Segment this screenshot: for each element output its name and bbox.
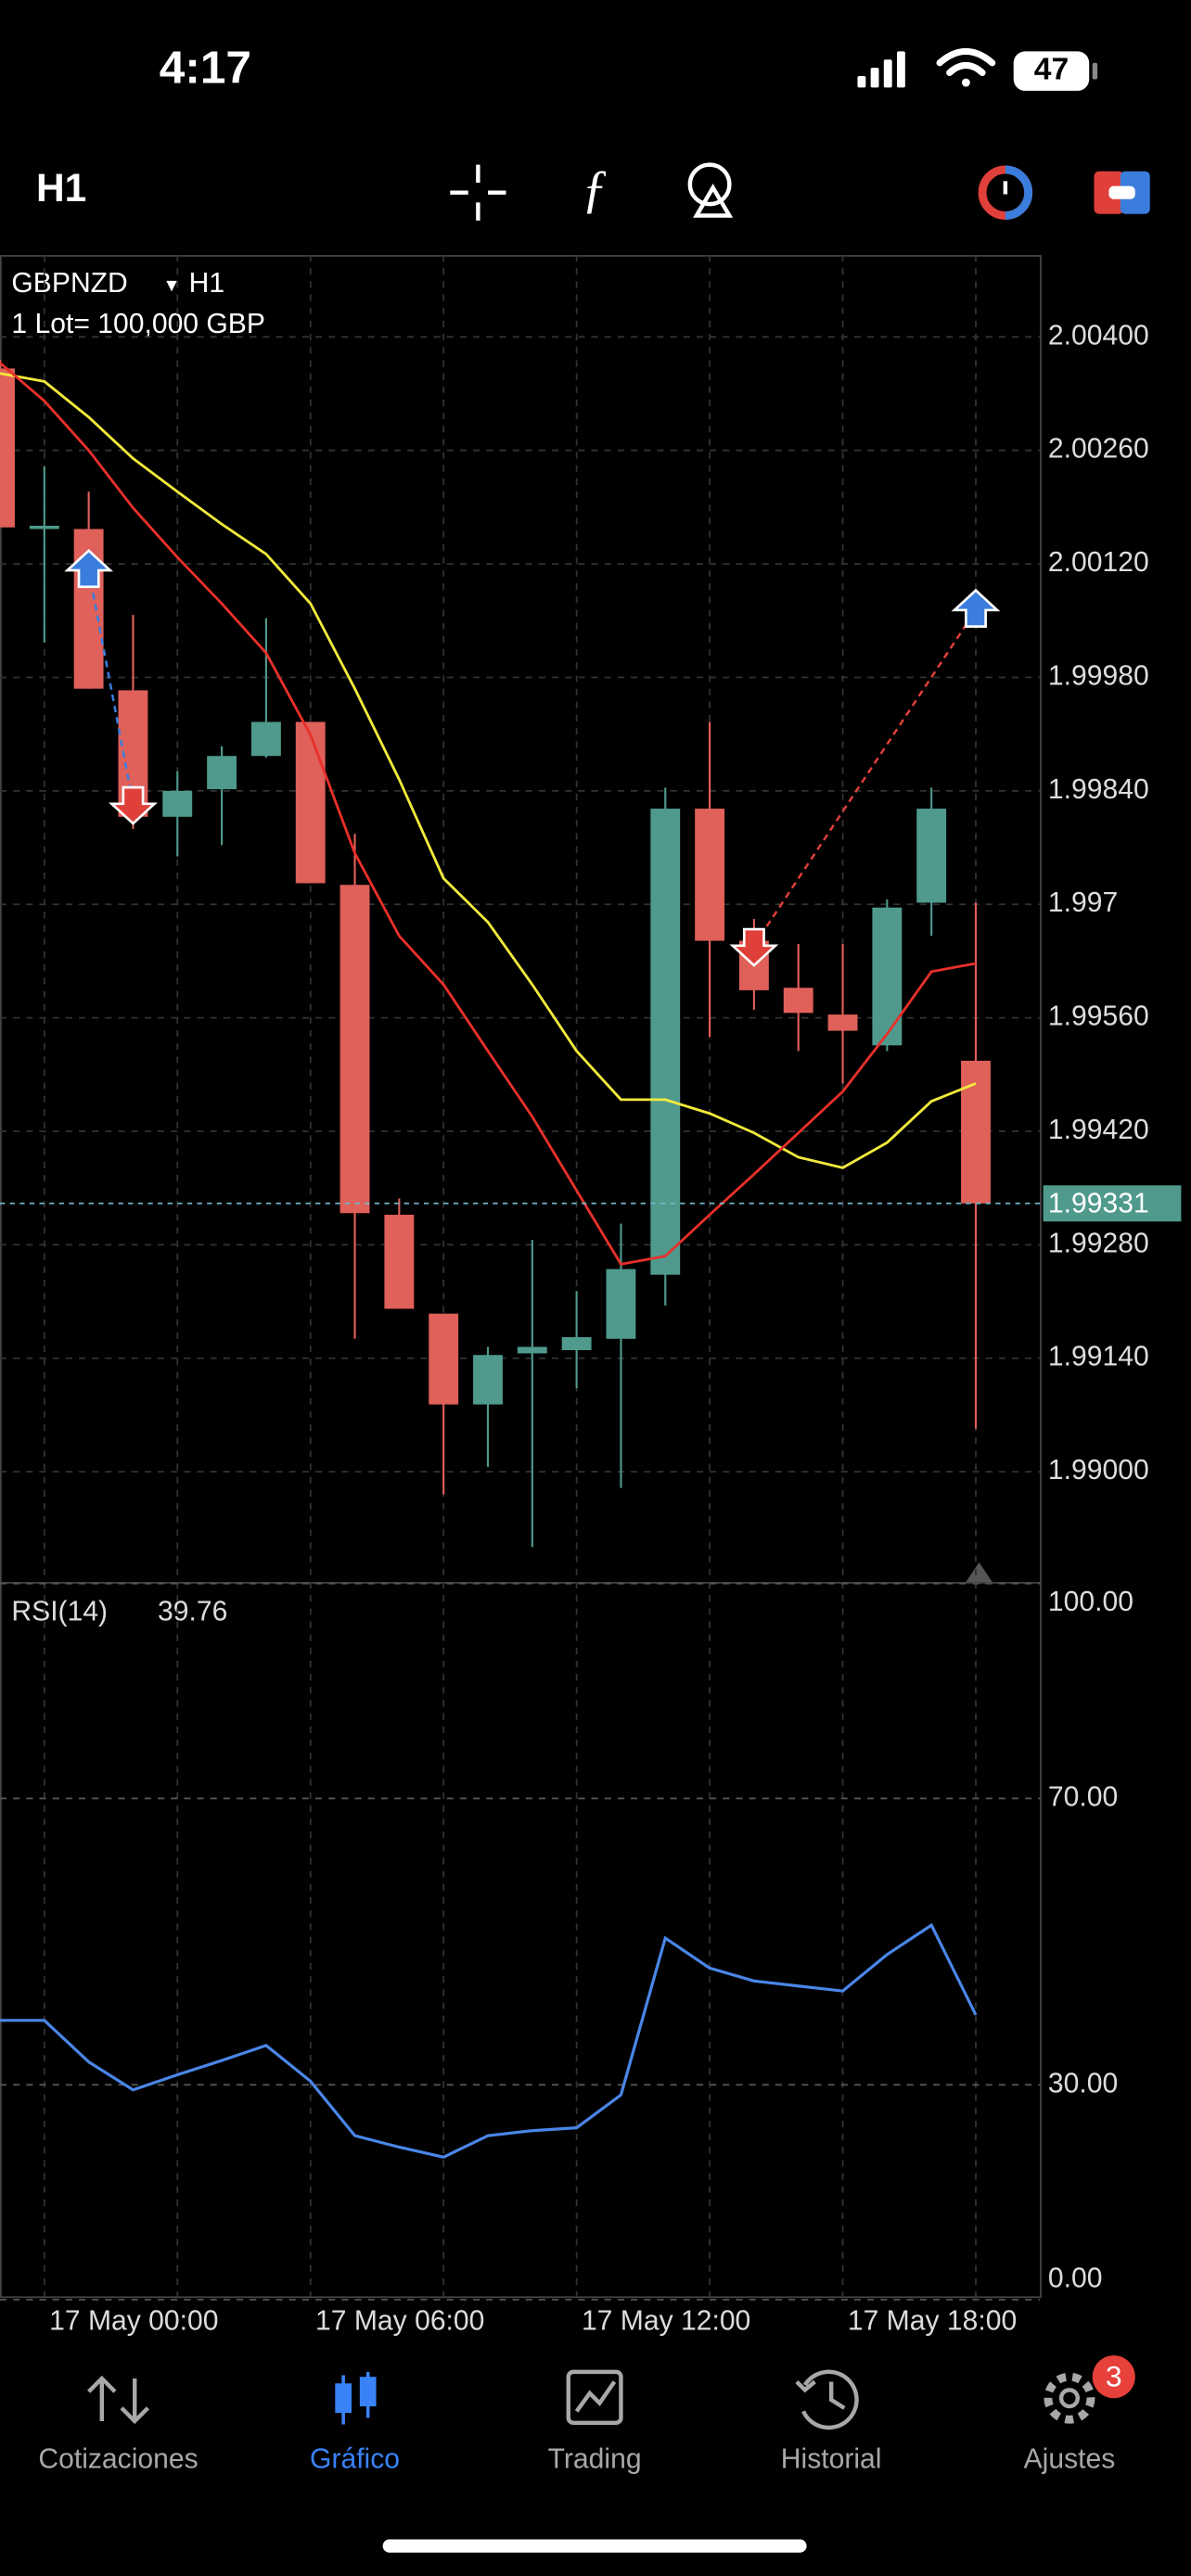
tab-icon-settings[interactable] <box>1044 2372 1095 2424</box>
x-tick-label: 17 May 00:00 <box>49 2306 218 2337</box>
y-tick-label: 1.99000 <box>1048 1455 1149 1486</box>
y-tick-label: 1.997 <box>1048 887 1118 918</box>
one-click-button[interactable] <box>978 165 1033 220</box>
y-tick-label: 1.99560 <box>1048 1001 1149 1032</box>
moving-average <box>0 372 977 1169</box>
y-tick-label: 1.99280 <box>1048 1228 1149 1258</box>
candle-body <box>339 885 370 1214</box>
candle-body <box>207 756 237 790</box>
wifi-icon <box>936 48 996 87</box>
candle-body <box>916 809 947 903</box>
y-tick-label: 1.99840 <box>1048 774 1149 805</box>
tab-icon-history[interactable] <box>795 2369 859 2430</box>
candle-body <box>961 1060 991 1204</box>
y-tick-label: 1.99980 <box>1048 660 1149 691</box>
current-price-label: 1.99331 <box>1048 1189 1149 1219</box>
lot-size: 1 Lot= 100,000 GBP <box>11 309 265 339</box>
moving-average <box>0 362 977 1266</box>
trade-marker <box>64 549 114 589</box>
clock: 4:17 <box>160 42 251 94</box>
trade-button[interactable] <box>1094 171 1150 214</box>
signal-icon <box>857 51 905 88</box>
trade-link <box>752 609 978 947</box>
battery-icon <box>1013 51 1098 91</box>
candle-body <box>29 525 59 529</box>
battery-level: 47 <box>1034 53 1069 87</box>
candle-body <box>0 368 15 528</box>
x-tick-label: 17 May 12:00 <box>582 2306 750 2337</box>
candle-body <box>250 721 281 757</box>
trade-marker <box>109 785 158 825</box>
timeframe-button[interactable]: H1 <box>36 167 86 210</box>
tab-icon-trading[interactable] <box>566 2369 623 2425</box>
candle-body <box>783 988 813 1014</box>
rsi-value: 39.76 <box>158 1597 227 1627</box>
trade-link <box>87 569 134 805</box>
grid: 17 May 00:00 17 May 06:00 17 May 12:00 17 M… <box>0 255 1041 2337</box>
tab-icon-quotes[interactable] <box>87 2375 149 2425</box>
chart-timeframe: H1 <box>189 268 224 299</box>
candle-body <box>872 907 903 1046</box>
y-tick-label: 0.00 <box>1048 2264 1103 2294</box>
x-tick-label: 17 May 18:00 <box>848 2306 1017 2337</box>
y-tick-label: 100.00 <box>1048 1587 1133 1617</box>
y-tick-label: 2.00400 <box>1048 320 1149 351</box>
y-tick-label: 30.00 <box>1048 2068 1118 2098</box>
candle-body <box>650 809 681 1275</box>
candles <box>0 359 991 1548</box>
candle-body <box>295 721 326 884</box>
candle-body <box>429 1313 459 1405</box>
badge-count: 3 <box>1106 2359 1122 2392</box>
tab-label[interactable]: Cotizaciones <box>38 2443 198 2474</box>
chart-frame <box>0 255 1042 2299</box>
badge <box>1092 2355 1135 2399</box>
tab-label[interactable]: Trading <box>548 2443 642 2474</box>
candle-body <box>695 809 725 941</box>
tab-label[interactable]: Ajustes <box>1024 2443 1116 2474</box>
tab-label[interactable]: Gráfico <box>310 2443 400 2474</box>
candle-body <box>827 1014 858 1031</box>
y-tick-label: 1.99420 <box>1048 1115 1149 1145</box>
trade-marker <box>729 927 779 967</box>
current-price-box <box>1043 1185 1182 1222</box>
scroll-marker <box>966 1562 992 1583</box>
crosshair-button[interactable] <box>450 164 506 221</box>
tab-icon-chart[interactable] <box>335 2371 377 2425</box>
settings-hub <box>1058 2388 1081 2409</box>
candle-body <box>561 1337 592 1351</box>
candle-body <box>473 1355 503 1405</box>
candle-body <box>384 1215 415 1309</box>
home-indicator <box>382 2539 807 2553</box>
symbol[interactable]: GBPNZD <box>11 268 127 299</box>
y-tick-label: 70.00 <box>1048 1781 1118 1812</box>
objects-button[interactable] <box>687 162 734 218</box>
y-tick-label: 2.00120 <box>1048 547 1149 578</box>
tab-label[interactable]: Historial <box>781 2443 882 2474</box>
trade-marker <box>951 588 1001 628</box>
y-tick-label: 2.00260 <box>1048 434 1149 465</box>
symbol-dropdown[interactable]: ▼ <box>162 275 180 296</box>
candle-body <box>517 1346 547 1354</box>
indicators-button[interactable]: ƒ <box>582 160 608 218</box>
rsi-name: RSI(14) <box>11 1597 108 1627</box>
rsi-line <box>0 1922 978 2159</box>
candle-body <box>606 1269 636 1339</box>
y-tick-label: 1.99140 <box>1048 1342 1149 1372</box>
candle-body <box>162 790 193 817</box>
x-tick-label: 17 May 06:00 <box>315 2306 484 2337</box>
